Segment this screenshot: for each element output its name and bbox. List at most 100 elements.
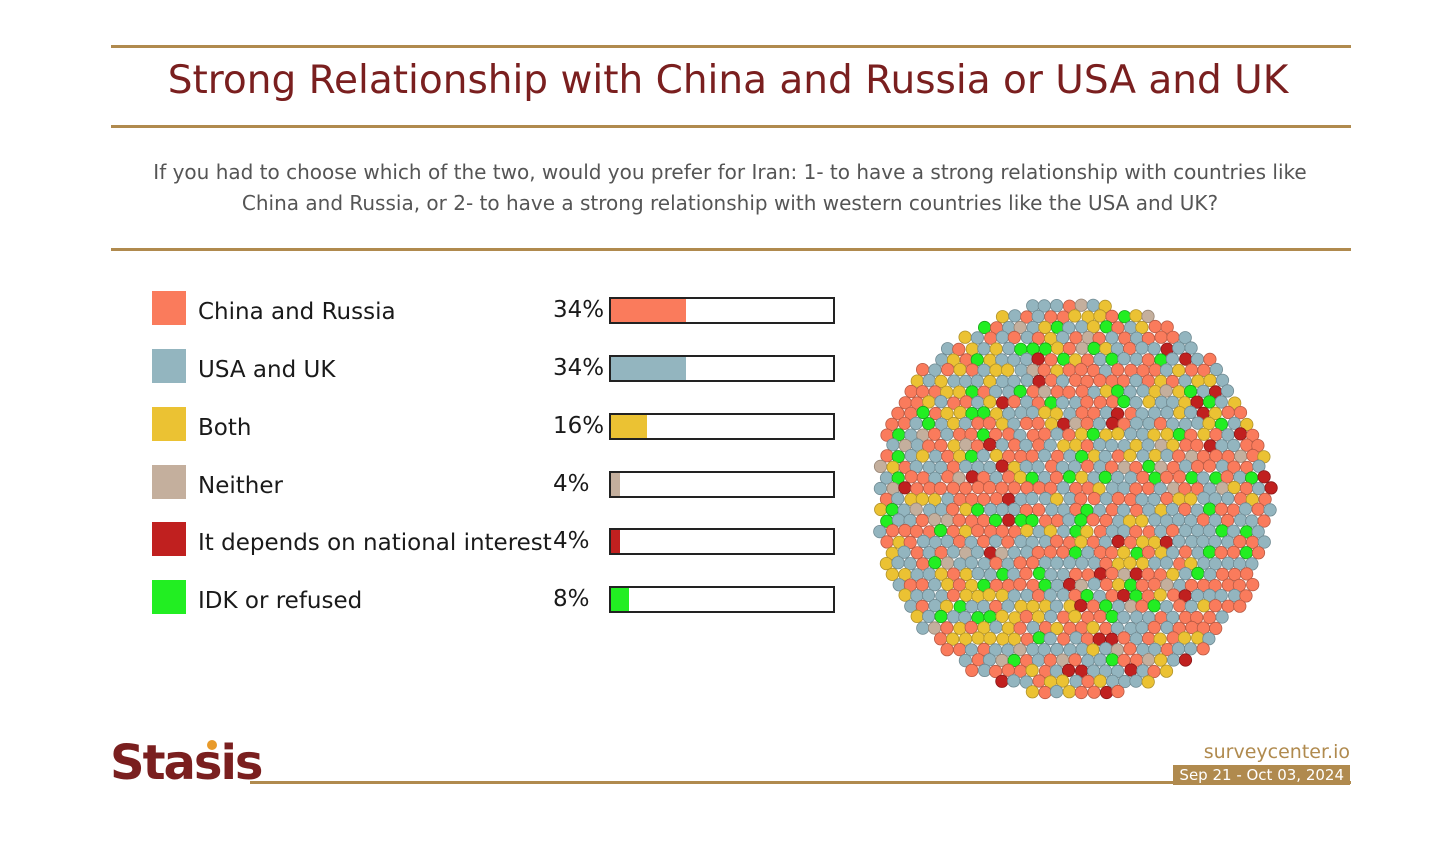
bubble-dot bbox=[897, 545, 911, 559]
bubble-dot bbox=[1215, 524, 1229, 538]
value-label: 16% bbox=[553, 413, 605, 439]
bubble-dot bbox=[1178, 653, 1193, 667]
bubble-dot bbox=[1099, 492, 1113, 506]
bubble-dot bbox=[1221, 599, 1235, 613]
bar bbox=[611, 588, 629, 611]
bubble-dot bbox=[1172, 427, 1186, 442]
bubble-dot bbox=[928, 493, 942, 507]
bubble-dot bbox=[1221, 405, 1235, 420]
bubble-dot bbox=[897, 416, 912, 430]
bubble-dot bbox=[886, 438, 900, 452]
bubble-dot bbox=[1203, 352, 1217, 367]
bubble-dot bbox=[1007, 481, 1021, 495]
bubble-dot bbox=[1246, 577, 1260, 592]
bubble-dot bbox=[958, 610, 972, 625]
bubble-dot bbox=[971, 503, 985, 517]
bubble-dot bbox=[1075, 556, 1089, 570]
bubble-dot bbox=[1106, 395, 1120, 409]
bubble-dot bbox=[1032, 674, 1046, 688]
bubble-dot bbox=[1043, 653, 1057, 667]
bubble-dot bbox=[1062, 663, 1076, 677]
bubble-dot bbox=[1038, 427, 1052, 441]
bubble-dot bbox=[1068, 309, 1082, 323]
bubble-dot bbox=[1197, 491, 1211, 505]
bubble-dot bbox=[1245, 428, 1260, 442]
bubble-dot bbox=[1105, 653, 1119, 667]
bubble-dot bbox=[1117, 631, 1131, 645]
bubble-dot bbox=[1032, 589, 1046, 603]
bubble-dot bbox=[1184, 341, 1198, 355]
bubble-dot bbox=[1044, 373, 1058, 387]
question-rule bbox=[111, 248, 1351, 251]
bubble-dot bbox=[1013, 577, 1027, 591]
bubble-dot bbox=[1001, 535, 1015, 549]
bubble-dot bbox=[1007, 330, 1021, 345]
bubble-dot bbox=[1251, 482, 1266, 496]
bubble-dot bbox=[1013, 384, 1027, 399]
bubble-dot bbox=[1019, 609, 1033, 624]
bubble-dot bbox=[1245, 493, 1259, 507]
bar bbox=[611, 415, 647, 438]
bubble-dot bbox=[1124, 427, 1138, 441]
legend-label: Neither bbox=[198, 473, 283, 499]
bubble-dot bbox=[1159, 363, 1174, 377]
bubble-dot bbox=[982, 588, 996, 602]
chart-title: Strong Relationship with China and Russi… bbox=[167, 58, 1289, 103]
bubble-dot bbox=[995, 502, 1009, 517]
bubble-dot bbox=[1190, 460, 1205, 474]
bubble-dot bbox=[1087, 556, 1101, 570]
bubble-dot bbox=[1002, 513, 1016, 527]
bubble-dot bbox=[1025, 663, 1039, 677]
bar-track bbox=[609, 586, 835, 613]
bubble-dot bbox=[934, 632, 948, 646]
bubble-dot bbox=[928, 578, 942, 592]
bubble-dot bbox=[1172, 470, 1187, 484]
bubble-dot bbox=[1050, 427, 1064, 441]
bubble-dot bbox=[1141, 438, 1155, 452]
bubble-dot bbox=[971, 524, 985, 538]
bubble-dot bbox=[1087, 492, 1101, 506]
bubble-dot bbox=[1068, 609, 1082, 623]
bubble-dot bbox=[989, 534, 1003, 548]
bubble-dot bbox=[964, 620, 978, 634]
bubble-dot bbox=[1062, 470, 1077, 484]
bubble-dot bbox=[1226, 438, 1241, 453]
bubble-dot bbox=[1135, 514, 1149, 528]
bubble-dot bbox=[1209, 621, 1223, 635]
bubble-dot bbox=[928, 427, 942, 441]
bubble-dot bbox=[1197, 427, 1211, 441]
bubble-dot bbox=[1049, 599, 1064, 613]
legend-row: Both 16% bbox=[152, 407, 852, 447]
bubble-dot bbox=[1117, 310, 1132, 324]
bubble-dot bbox=[1257, 470, 1271, 484]
bubble-dot bbox=[1043, 588, 1057, 602]
bubble-dot bbox=[953, 621, 967, 635]
bubble-dot bbox=[1179, 438, 1193, 452]
site-url: surveycenter.io bbox=[1203, 741, 1350, 763]
bubble-dot bbox=[996, 396, 1010, 410]
date-range: Sep 21 - Oct 03, 2024 bbox=[1173, 765, 1350, 785]
bar bbox=[611, 473, 620, 496]
bubble-dot bbox=[959, 588, 973, 602]
bubble-dot bbox=[1239, 546, 1253, 560]
bubble-dot bbox=[1031, 309, 1045, 324]
bubble-dot bbox=[1142, 416, 1156, 431]
bubble-dot bbox=[1075, 320, 1089, 334]
bubble-dot bbox=[1208, 535, 1222, 549]
bubble-dot bbox=[904, 449, 918, 463]
bubble-dot bbox=[873, 459, 888, 473]
bubble-dot bbox=[1196, 642, 1210, 656]
bubble-dot bbox=[1166, 610, 1180, 624]
value-label: 8% bbox=[553, 586, 590, 612]
bubble-dot bbox=[1087, 341, 1101, 356]
bubble-dot bbox=[1062, 556, 1077, 570]
bubble-dot bbox=[1093, 609, 1107, 624]
bubble-dot bbox=[1105, 546, 1119, 560]
bubble-dot bbox=[1183, 384, 1198, 399]
bubble-dot bbox=[946, 610, 961, 624]
bubble-dot bbox=[946, 353, 961, 367]
bubble-dot bbox=[1123, 556, 1137, 570]
bubble-dot bbox=[873, 525, 887, 539]
bubble-dot bbox=[958, 416, 972, 431]
bubble-dot bbox=[1160, 578, 1174, 592]
